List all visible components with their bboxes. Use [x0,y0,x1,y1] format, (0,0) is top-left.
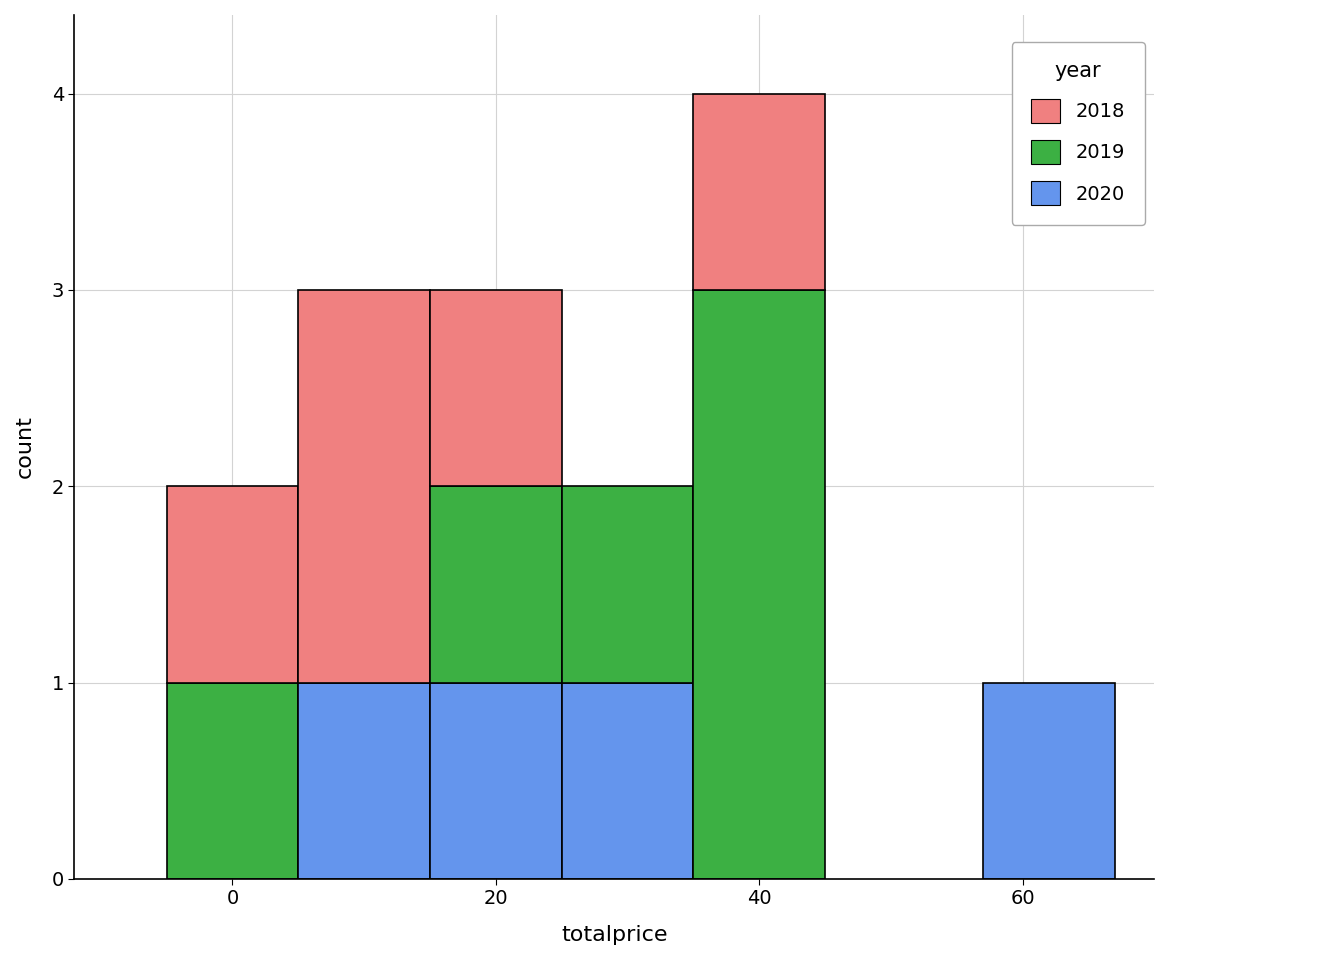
Bar [694,93,825,290]
Bar [430,290,562,486]
Bar [982,683,1114,879]
Bar [167,683,298,879]
X-axis label: totalprice: totalprice [560,925,668,945]
Legend: 2018, 2019, 2020: 2018, 2019, 2020 [1012,42,1145,225]
Bar [167,486,298,683]
Bar [430,486,562,683]
Bar [694,290,825,879]
Y-axis label: count: count [15,416,35,478]
Bar [562,486,694,683]
Bar [298,290,430,683]
Bar [298,683,430,879]
Bar [562,683,694,879]
Bar [430,683,562,879]
